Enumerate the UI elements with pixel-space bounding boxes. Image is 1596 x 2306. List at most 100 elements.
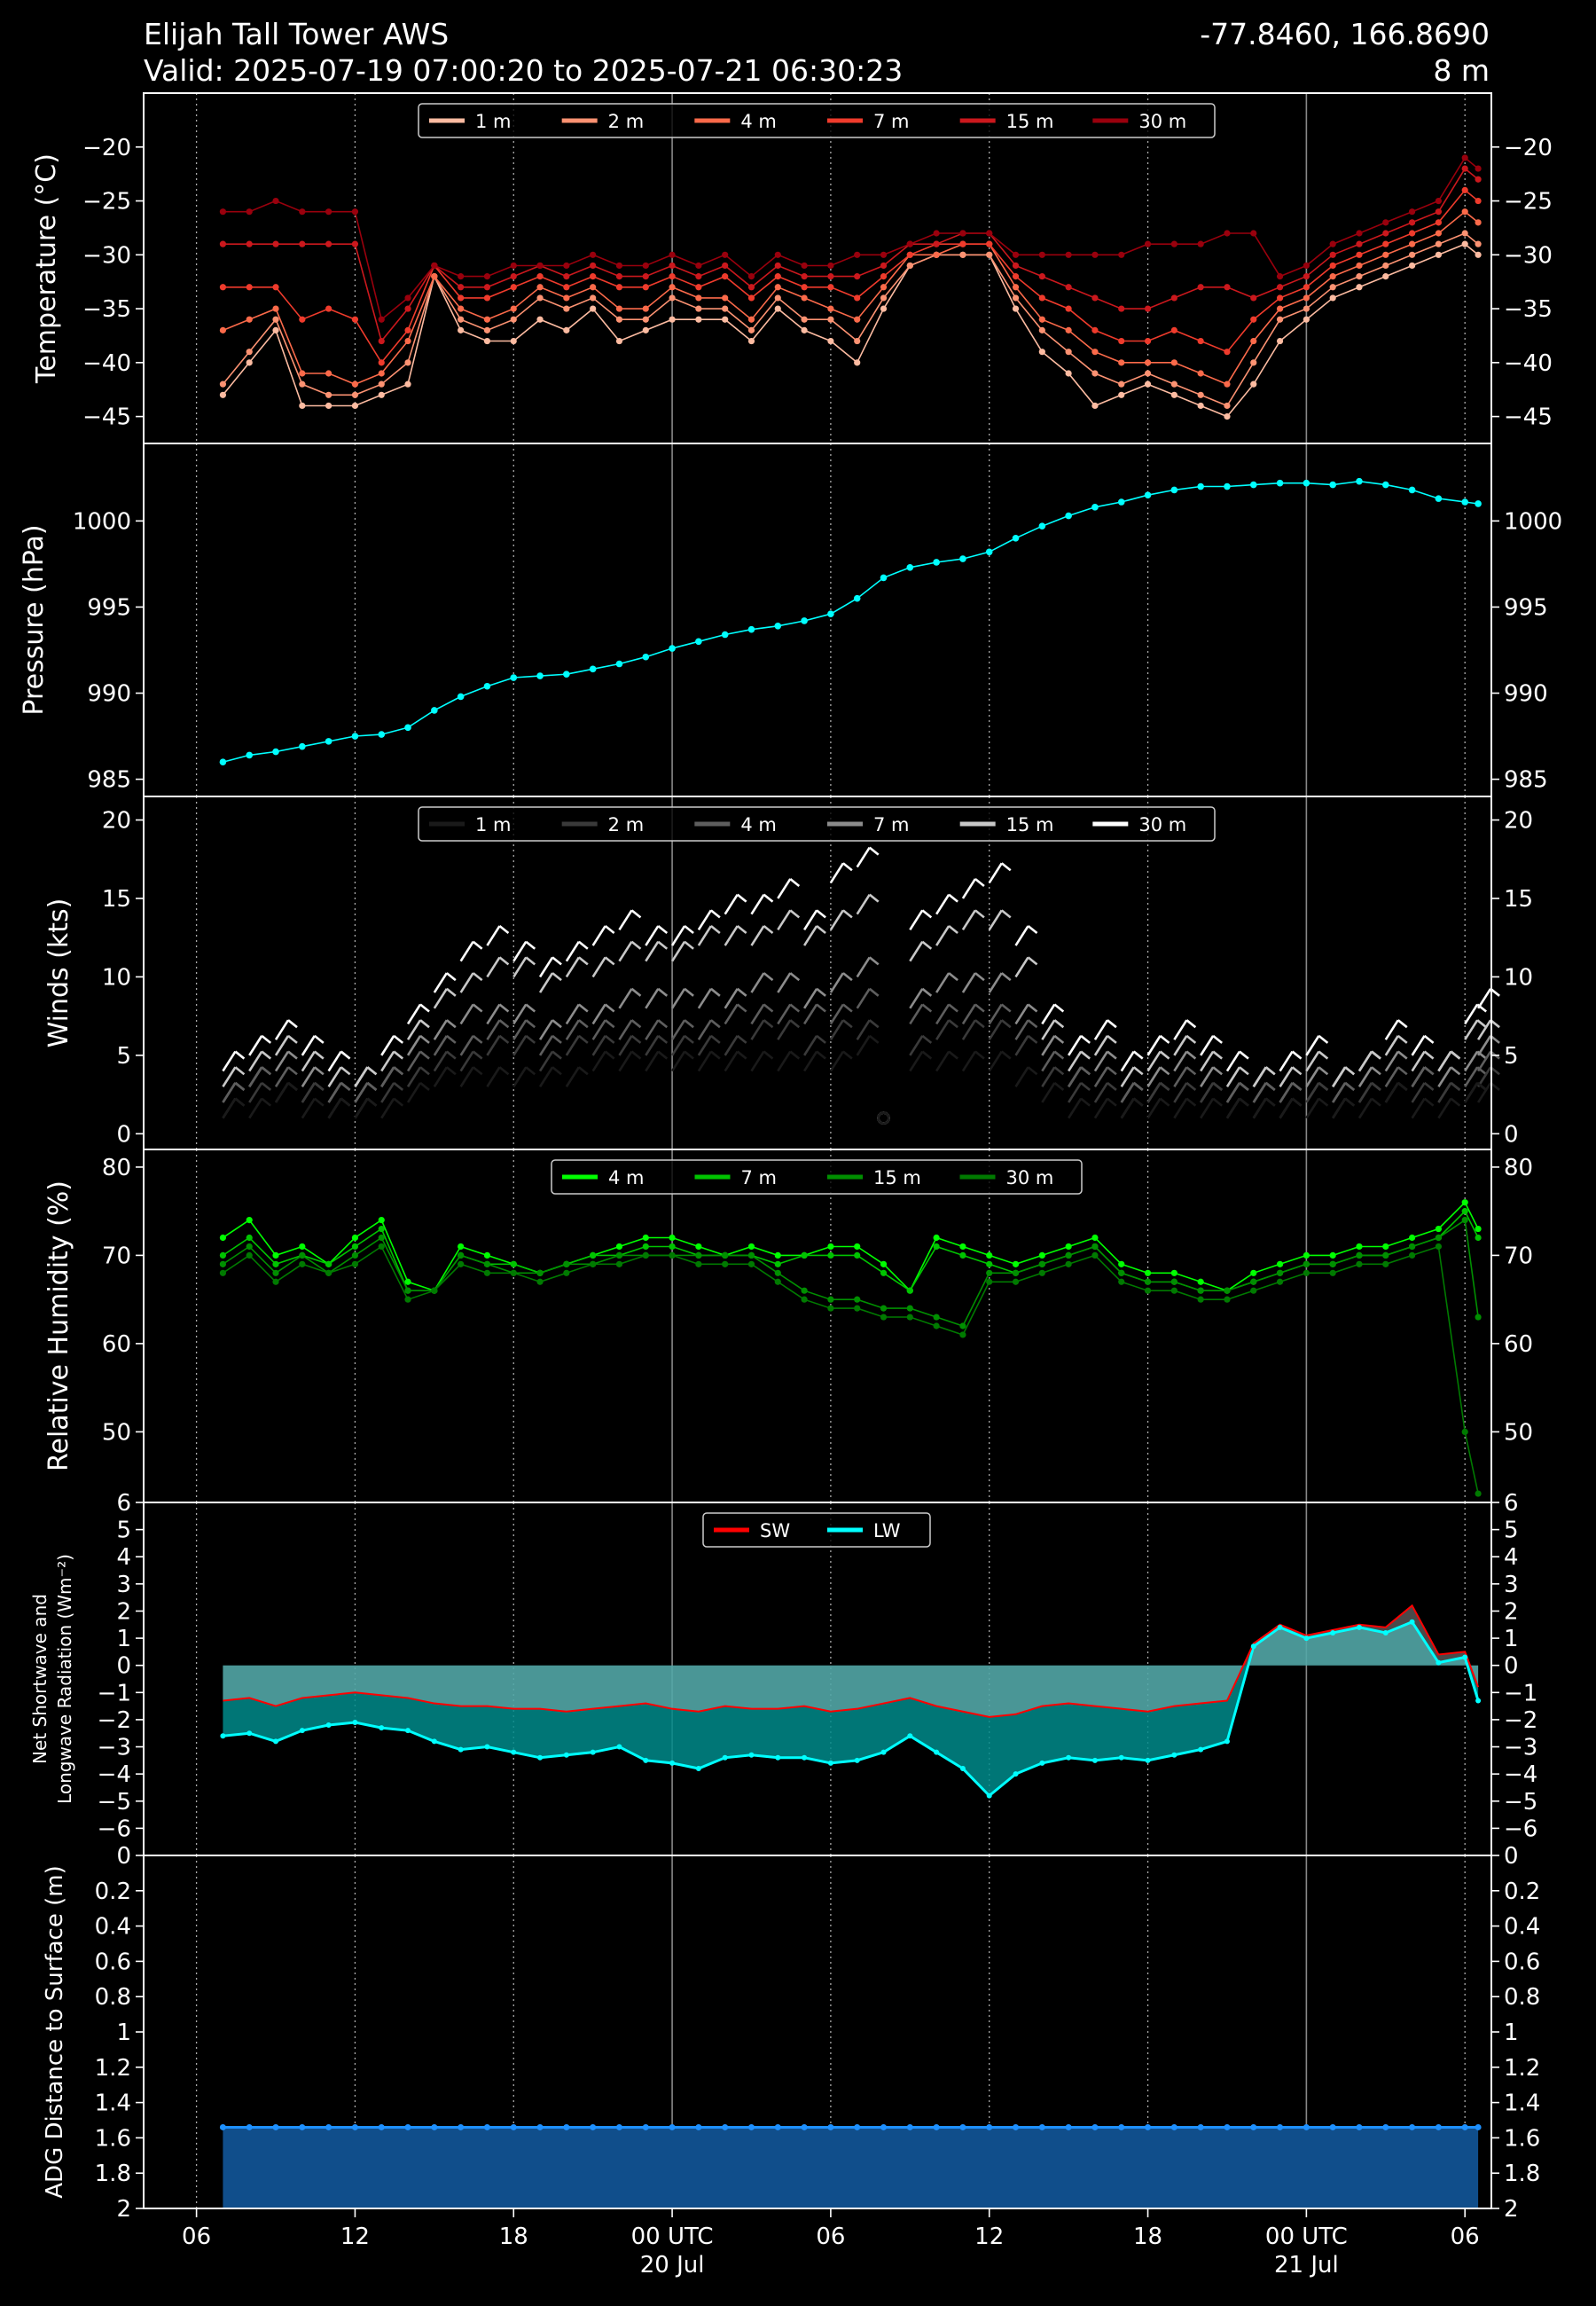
pressure-point [246,751,254,759]
data-point [1038,326,1045,333]
data-point [1118,391,1125,398]
wind-barb [591,956,606,978]
wind-barb [724,1035,739,1056]
wind-barb-feather [921,940,933,950]
wind-barb-feather [1264,1066,1276,1076]
pressure-point [219,758,227,765]
wind-barb-feather [736,893,747,903]
wind-barb [591,1050,606,1072]
wind-barb-feather [1344,1081,1355,1091]
adg-point [959,2123,966,2130]
adg-point [378,2123,385,2130]
data-point [933,251,940,258]
lw-point [537,1754,544,1761]
data-point [1329,1260,1336,1267]
data-point [854,316,861,323]
pressure-point [1038,522,1046,529]
wind-barb-feather [366,1066,378,1076]
adg-point [1329,2123,1336,2130]
data-point [854,1251,861,1259]
data-point [1197,370,1204,377]
wind-barb [988,1019,1003,1040]
y-tick-label-right: 50 [1504,1419,1533,1446]
wind-barb-feather [736,1050,747,1060]
data-point [747,1251,755,1259]
wind-barb [1225,1082,1241,1103]
wind-barb [1252,1066,1267,1087]
data-point [986,230,993,237]
panel-frame [143,443,1492,797]
data-point [1118,359,1125,366]
wind-barb [380,1066,395,1087]
data-point [854,273,861,280]
adg-point [854,2123,861,2130]
y-tick-label-left: 0.4 [95,1914,131,1941]
wind-barb [301,1050,316,1072]
data-point [1091,294,1099,302]
wind-barb-feather [763,893,774,903]
wind-barb [538,1035,554,1056]
wind-barb-feather [948,893,958,903]
wind-barb [1173,1066,1188,1087]
wind-barb-feather [868,1034,880,1044]
data-point [458,273,465,280]
data-point [801,273,808,280]
data-point [933,230,940,237]
data-point [1461,1208,1468,1215]
wind-barb [750,972,765,993]
wind-barb [856,1019,871,1040]
lw-point [775,1754,781,1761]
data-point [1329,240,1336,247]
data-point [1012,284,1020,291]
data-point [774,294,781,302]
wind-barb-feather [1423,1081,1435,1091]
wind-barb [248,1050,263,1072]
wind-barb [697,988,712,1009]
pressure-point [615,660,623,668]
y-tick-label-right: 0.8 [1504,1984,1540,2011]
wind-barb [1477,1066,1492,1087]
data-point [880,1260,888,1267]
pressure-point [985,548,993,556]
wind-barb-feather [1371,1066,1381,1076]
y-tick-label-left: 2 [116,2196,131,2223]
data-point [483,1260,491,1267]
data-point [1144,380,1152,388]
wind-barb-feather [789,1019,801,1029]
wind-barb [1014,1066,1029,1087]
lw-point [1277,1624,1283,1630]
lw-point [325,1722,332,1729]
data-point [1118,1269,1125,1276]
data-point [1461,154,1468,161]
wind-barb-feather [921,1050,933,1060]
wind-barb [248,1035,263,1056]
data-point [1038,349,1045,356]
wind-barb [1279,1097,1294,1119]
y-tick-label-left: 2 [116,1598,131,1625]
pressure-line [223,480,1479,763]
data-point [615,305,623,312]
wind-barb [1120,1050,1135,1072]
wind-barb-feather [763,972,774,982]
wind-barb [1411,1082,1426,1103]
data-point [1356,273,1363,280]
wind-barb-feather [1107,1097,1117,1107]
wind-barb [909,988,924,1009]
lw-point [246,1730,253,1737]
wind-barb [645,1019,660,1040]
wind-barb [1332,1082,1347,1103]
lw-point [511,1749,517,1755]
wind-barb [1279,1050,1294,1072]
pressure-point [721,631,729,639]
y-tick-label-left: 1.2 [95,2055,131,2082]
data-point [801,316,808,323]
data-point [774,305,781,312]
wind-barb [935,925,951,946]
adg-point [1461,2123,1468,2130]
data-point [1329,1251,1336,1259]
y-tick-label-right: 80 [1504,1155,1533,1181]
data-point [1197,1296,1204,1303]
header-right: -77.8460, 166.8690 8 m [1200,16,1490,89]
data-point [483,316,491,323]
wind-barb-feather [1132,1050,1144,1060]
